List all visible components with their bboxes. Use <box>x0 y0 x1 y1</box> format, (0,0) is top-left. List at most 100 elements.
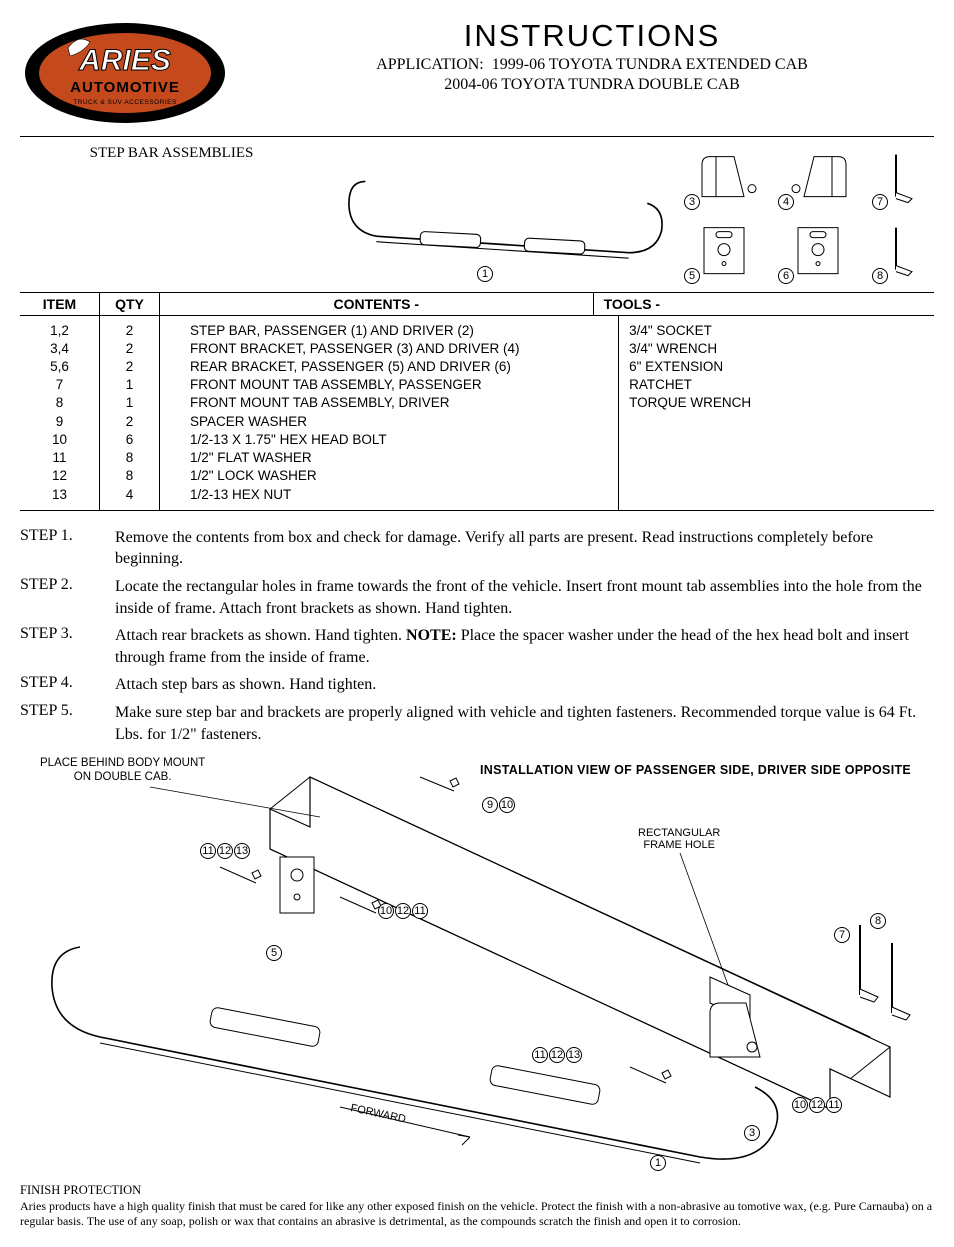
callout: 10 <box>792 1097 808 1113</box>
callout: 10 <box>378 903 394 919</box>
callout-group-ll: 11 12 13 <box>532 1047 582 1063</box>
step-label: STEP 1. <box>20 527 115 570</box>
cell: 13 <box>20 486 99 504</box>
callout-tab-8: 8 <box>870 913 886 929</box>
callout: 11 <box>200 843 216 859</box>
step-row: STEP 4. Attach step bars as shown. Hand … <box>20 674 934 696</box>
callout-group-mid: 10 12 11 <box>378 903 428 919</box>
aries-logo-icon: ARIES AUTOMOTIVE TRUCK & SUV ACCESSORIES <box>20 18 230 128</box>
finish-protection-footer: FINISH PROTECTION Aries products have a … <box>20 1183 934 1229</box>
parts-header-row: ITEM QTY CONTENTS - TOOLS - <box>20 292 934 316</box>
cell: FRONT BRACKET, PASSENGER (3) AND DRIVER … <box>190 340 588 358</box>
callout-group-9-10: 9 10 <box>482 797 515 813</box>
callout: 10 <box>499 797 515 813</box>
cell: FRONT MOUNT TAB ASSEMBLY, DRIVER <box>190 394 588 412</box>
cell: 8 <box>100 449 159 467</box>
svg-text:ARIES: ARIES <box>78 44 171 77</box>
item-col: 1,2 3,4 5,6 7 8 9 10 11 12 13 <box>20 316 100 510</box>
cell: TORQUE WRENCH <box>629 394 924 412</box>
cell: 4 <box>100 486 159 504</box>
installation-view: PLACE BEHIND BODY MOUNT ON DOUBLE CAB. I… <box>20 757 934 1177</box>
cell: 7 <box>20 376 99 394</box>
cell: RATCHET <box>629 376 924 394</box>
callout: 12 <box>217 843 233 859</box>
cell: 5,6 <box>20 358 99 376</box>
diagram-tab-7: 7 <box>870 143 930 212</box>
callout: 12 <box>549 1047 565 1063</box>
callout: 11 <box>826 1097 842 1113</box>
cell: 1 <box>100 394 159 412</box>
diagram-bracket-3: 3 <box>682 143 772 212</box>
cell: 9 <box>20 413 99 431</box>
callout-group-lr: 10 12 11 <box>792 1097 842 1113</box>
cell: SPACER WASHER <box>190 413 588 431</box>
col-header-item: ITEM <box>20 293 100 315</box>
diagram-step-bar: 1 <box>327 143 678 286</box>
cell: 2 <box>100 340 159 358</box>
callout-bar-1: 1 <box>650 1155 666 1171</box>
callout-8: 8 <box>872 268 888 284</box>
svg-text:AUTOMOTIVE: AUTOMOTIVE <box>70 79 180 96</box>
cell: 2 <box>100 358 159 376</box>
cell: STEP BAR, PASSENGER (1) AND DRIVER (2) <box>190 322 588 340</box>
step-label: STEP 4. <box>20 674 115 696</box>
parts-table: STEP BAR ASSEMBLIES 1 3 <box>20 136 934 511</box>
callout-rear-5: 5 <box>266 945 282 961</box>
step-text-pre: Attach rear brackets as shown. Hand tigh… <box>115 627 406 644</box>
step-text: Locate the rectangular holes in frame to… <box>115 576 934 619</box>
callout: 12 <box>809 1097 825 1113</box>
steps-section: STEP 1. Remove the contents from box and… <box>20 527 934 745</box>
step-row: STEP 1. Remove the contents from box and… <box>20 527 934 570</box>
footer-heading: FINISH PROTECTION <box>20 1183 934 1199</box>
cell: 1/2" FLAT WASHER <box>190 449 588 467</box>
col-header-contents: CONTENTS - <box>160 293 594 315</box>
step-label: STEP 3. <box>20 625 115 668</box>
col-header-qty: QTY <box>100 293 160 315</box>
step-label: STEP 5. <box>20 702 115 745</box>
diagram-brackets-col-1: 3 5 <box>682 143 772 286</box>
step-row: STEP 2. Locate the rectangular holes in … <box>20 576 934 619</box>
step-row: STEP 3. Attach rear brackets as shown. H… <box>20 625 934 668</box>
cell: 1 <box>100 376 159 394</box>
parts-body-row: 1,2 3,4 5,6 7 8 9 10 11 12 13 2 2 2 1 1 … <box>20 316 934 510</box>
title-block: INSTRUCTIONS APPLICATION: 1999-06 TOYOTA… <box>250 18 934 94</box>
callout: 13 <box>566 1047 582 1063</box>
cell: 3/4" SOCKET <box>629 322 924 340</box>
footer-body: Aries products have a high quality finis… <box>20 1199 934 1229</box>
application-label: APPLICATION: <box>376 56 484 73</box>
callout-5: 5 <box>684 268 700 284</box>
cell: 12 <box>20 467 99 485</box>
application-line-1: APPLICATION: 1999-06 TOYOTA TUNDRA EXTEN… <box>250 56 934 74</box>
step-note-label: NOTE: <box>406 627 457 644</box>
callout-1: 1 <box>477 266 493 282</box>
parts-diagram-row: STEP BAR ASSEMBLIES 1 3 <box>20 137 934 292</box>
diagram-brackets-col-2: 4 6 <box>776 143 866 286</box>
step-text: Attach step bars as shown. Hand tighten. <box>115 674 934 696</box>
cell: 1/2" LOCK WASHER <box>190 467 588 485</box>
cell: 1,2 <box>20 322 99 340</box>
page-header: ARIES AUTOMOTIVE TRUCK & SUV ACCESSORIES… <box>20 18 934 128</box>
cell: REAR BRACKET, PASSENGER (5) AND DRIVER (… <box>190 358 588 376</box>
diagram-tab-8: 8 <box>870 216 930 285</box>
parts-section-title: STEP BAR ASSEMBLIES <box>20 137 323 292</box>
callout: 9 <box>482 797 498 813</box>
forward-label: FORWARD <box>349 1102 407 1125</box>
callout-6: 6 <box>778 268 794 284</box>
application-line-2: 2004-06 TOYOTA TUNDRA DOUBLE CAB <box>250 76 934 94</box>
callout: 13 <box>234 843 250 859</box>
qty-col: 2 2 2 1 1 2 6 8 8 4 <box>100 316 160 510</box>
cell: 3,4 <box>20 340 99 358</box>
step-text: Make sure step bar and brackets are prop… <box>115 702 934 745</box>
svg-text:TRUCK & SUV ACCESSORIES: TRUCK & SUV ACCESSORIES <box>73 99 177 106</box>
callout: 12 <box>395 903 411 919</box>
cell: 10 <box>20 431 99 449</box>
contents-col: STEP BAR, PASSENGER (1) AND DRIVER (2) F… <box>160 316 619 510</box>
callout: 11 <box>412 903 428 919</box>
cell: FRONT MOUNT TAB ASSEMBLY, PASSENGER <box>190 376 588 394</box>
callout: 11 <box>532 1047 548 1063</box>
installation-diagram: FORWARD <box>20 757 934 1177</box>
cell: 3/4" WRENCH <box>629 340 924 358</box>
col-header-tools: TOOLS - <box>594 293 934 315</box>
cell: 2 <box>100 322 159 340</box>
cell: 8 <box>100 467 159 485</box>
